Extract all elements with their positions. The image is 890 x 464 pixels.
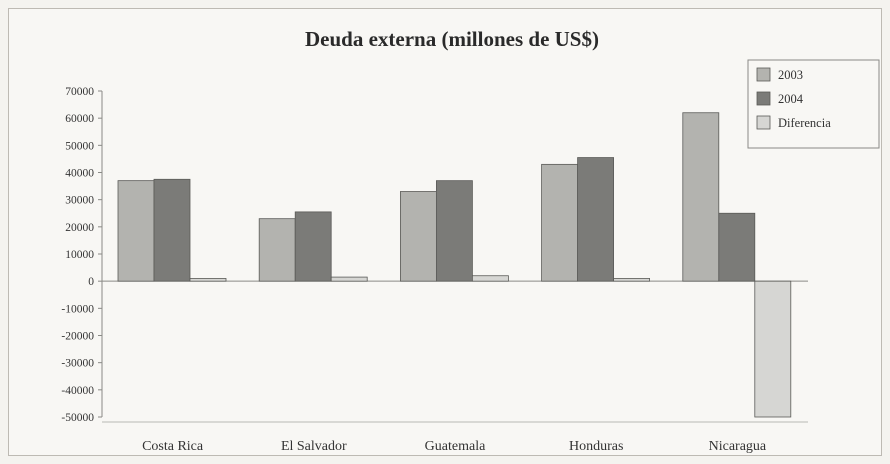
y-tick-label: -20000	[61, 331, 94, 343]
y-tick-label: -40000	[61, 385, 94, 397]
bar-2004-nicaragua	[718, 212, 756, 282]
legend-swatch-diferencia	[756, 115, 771, 130]
legend-label-2004: 2004	[778, 92, 804, 106]
bar-2004-el-salvador	[294, 211, 332, 282]
x-tick-label: Nicaragua	[709, 439, 767, 454]
bar-2003-nicaragua	[682, 112, 720, 282]
y-tick-label: 50000	[65, 140, 94, 152]
x-tick-label: Honduras	[569, 439, 623, 454]
bar-2004-costa-rica	[153, 178, 191, 282]
legend-swatch-2004	[756, 91, 771, 106]
y-tick-label: -10000	[61, 303, 94, 315]
bar-diferencia-nicaragua	[754, 280, 792, 418]
y-tick-label: 70000	[65, 86, 94, 98]
bar-diferencia-guatemala	[471, 275, 509, 282]
x-tick-label: Guatemala	[425, 439, 486, 454]
plot-area: 70000 60000 50000 40000 30000 20000 10000 0 -100…	[61, 86, 808, 454]
y-tick-label: 0	[88, 276, 94, 288]
legend-label-diferencia: Diferencia	[778, 116, 831, 130]
legend-swatch-2003	[756, 67, 771, 82]
bar-2003-el-salvador	[258, 218, 296, 282]
y-tick-label: 60000	[65, 113, 94, 125]
bar-2003-costa-rica	[117, 180, 155, 282]
y-tick-label: -30000	[61, 358, 94, 370]
bar-2003-guatemala	[399, 191, 437, 282]
bar-diferencia-costa-rica	[189, 278, 227, 282]
bar-diferencia-el-salvador	[330, 276, 368, 282]
y-tick-label: 20000	[65, 222, 94, 234]
chart-title: Deuda externa (millones de US$)	[305, 27, 599, 51]
legend: 2003 2004 Diferencia	[747, 59, 880, 149]
x-tick-label: El Salvador	[281, 439, 347, 454]
y-tick-label: 10000	[65, 249, 94, 261]
bar-2004-guatemala	[435, 180, 473, 282]
y-tick-label: 30000	[65, 195, 94, 207]
bar-diferencia-honduras	[613, 278, 650, 282]
y-tick-label: 40000	[65, 168, 94, 180]
x-tick-label: Costa Rica	[142, 439, 204, 454]
legend-label-2003: 2003	[778, 68, 803, 82]
bar-2003-honduras	[541, 163, 578, 282]
bar-2004-honduras	[577, 157, 614, 282]
y-tick-label: -50000	[61, 412, 94, 424]
